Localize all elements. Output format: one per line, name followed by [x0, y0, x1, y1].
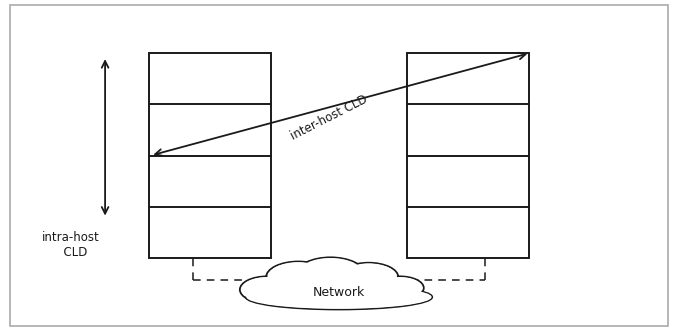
- Bar: [407, 53, 529, 258]
- Circle shape: [241, 277, 293, 302]
- Ellipse shape: [245, 285, 433, 309]
- Ellipse shape: [246, 285, 432, 309]
- Circle shape: [376, 276, 424, 300]
- Circle shape: [266, 261, 330, 293]
- Circle shape: [297, 258, 365, 291]
- Circle shape: [267, 262, 330, 292]
- Text: inter-host CLD: inter-host CLD: [288, 92, 370, 143]
- Circle shape: [298, 258, 363, 290]
- Circle shape: [240, 276, 294, 303]
- Bar: [149, 53, 271, 258]
- Circle shape: [340, 263, 397, 291]
- Circle shape: [378, 277, 422, 299]
- Text: intra-host
  CLD: intra-host CLD: [42, 231, 100, 259]
- Circle shape: [339, 263, 399, 292]
- Text: Network: Network: [313, 286, 365, 300]
